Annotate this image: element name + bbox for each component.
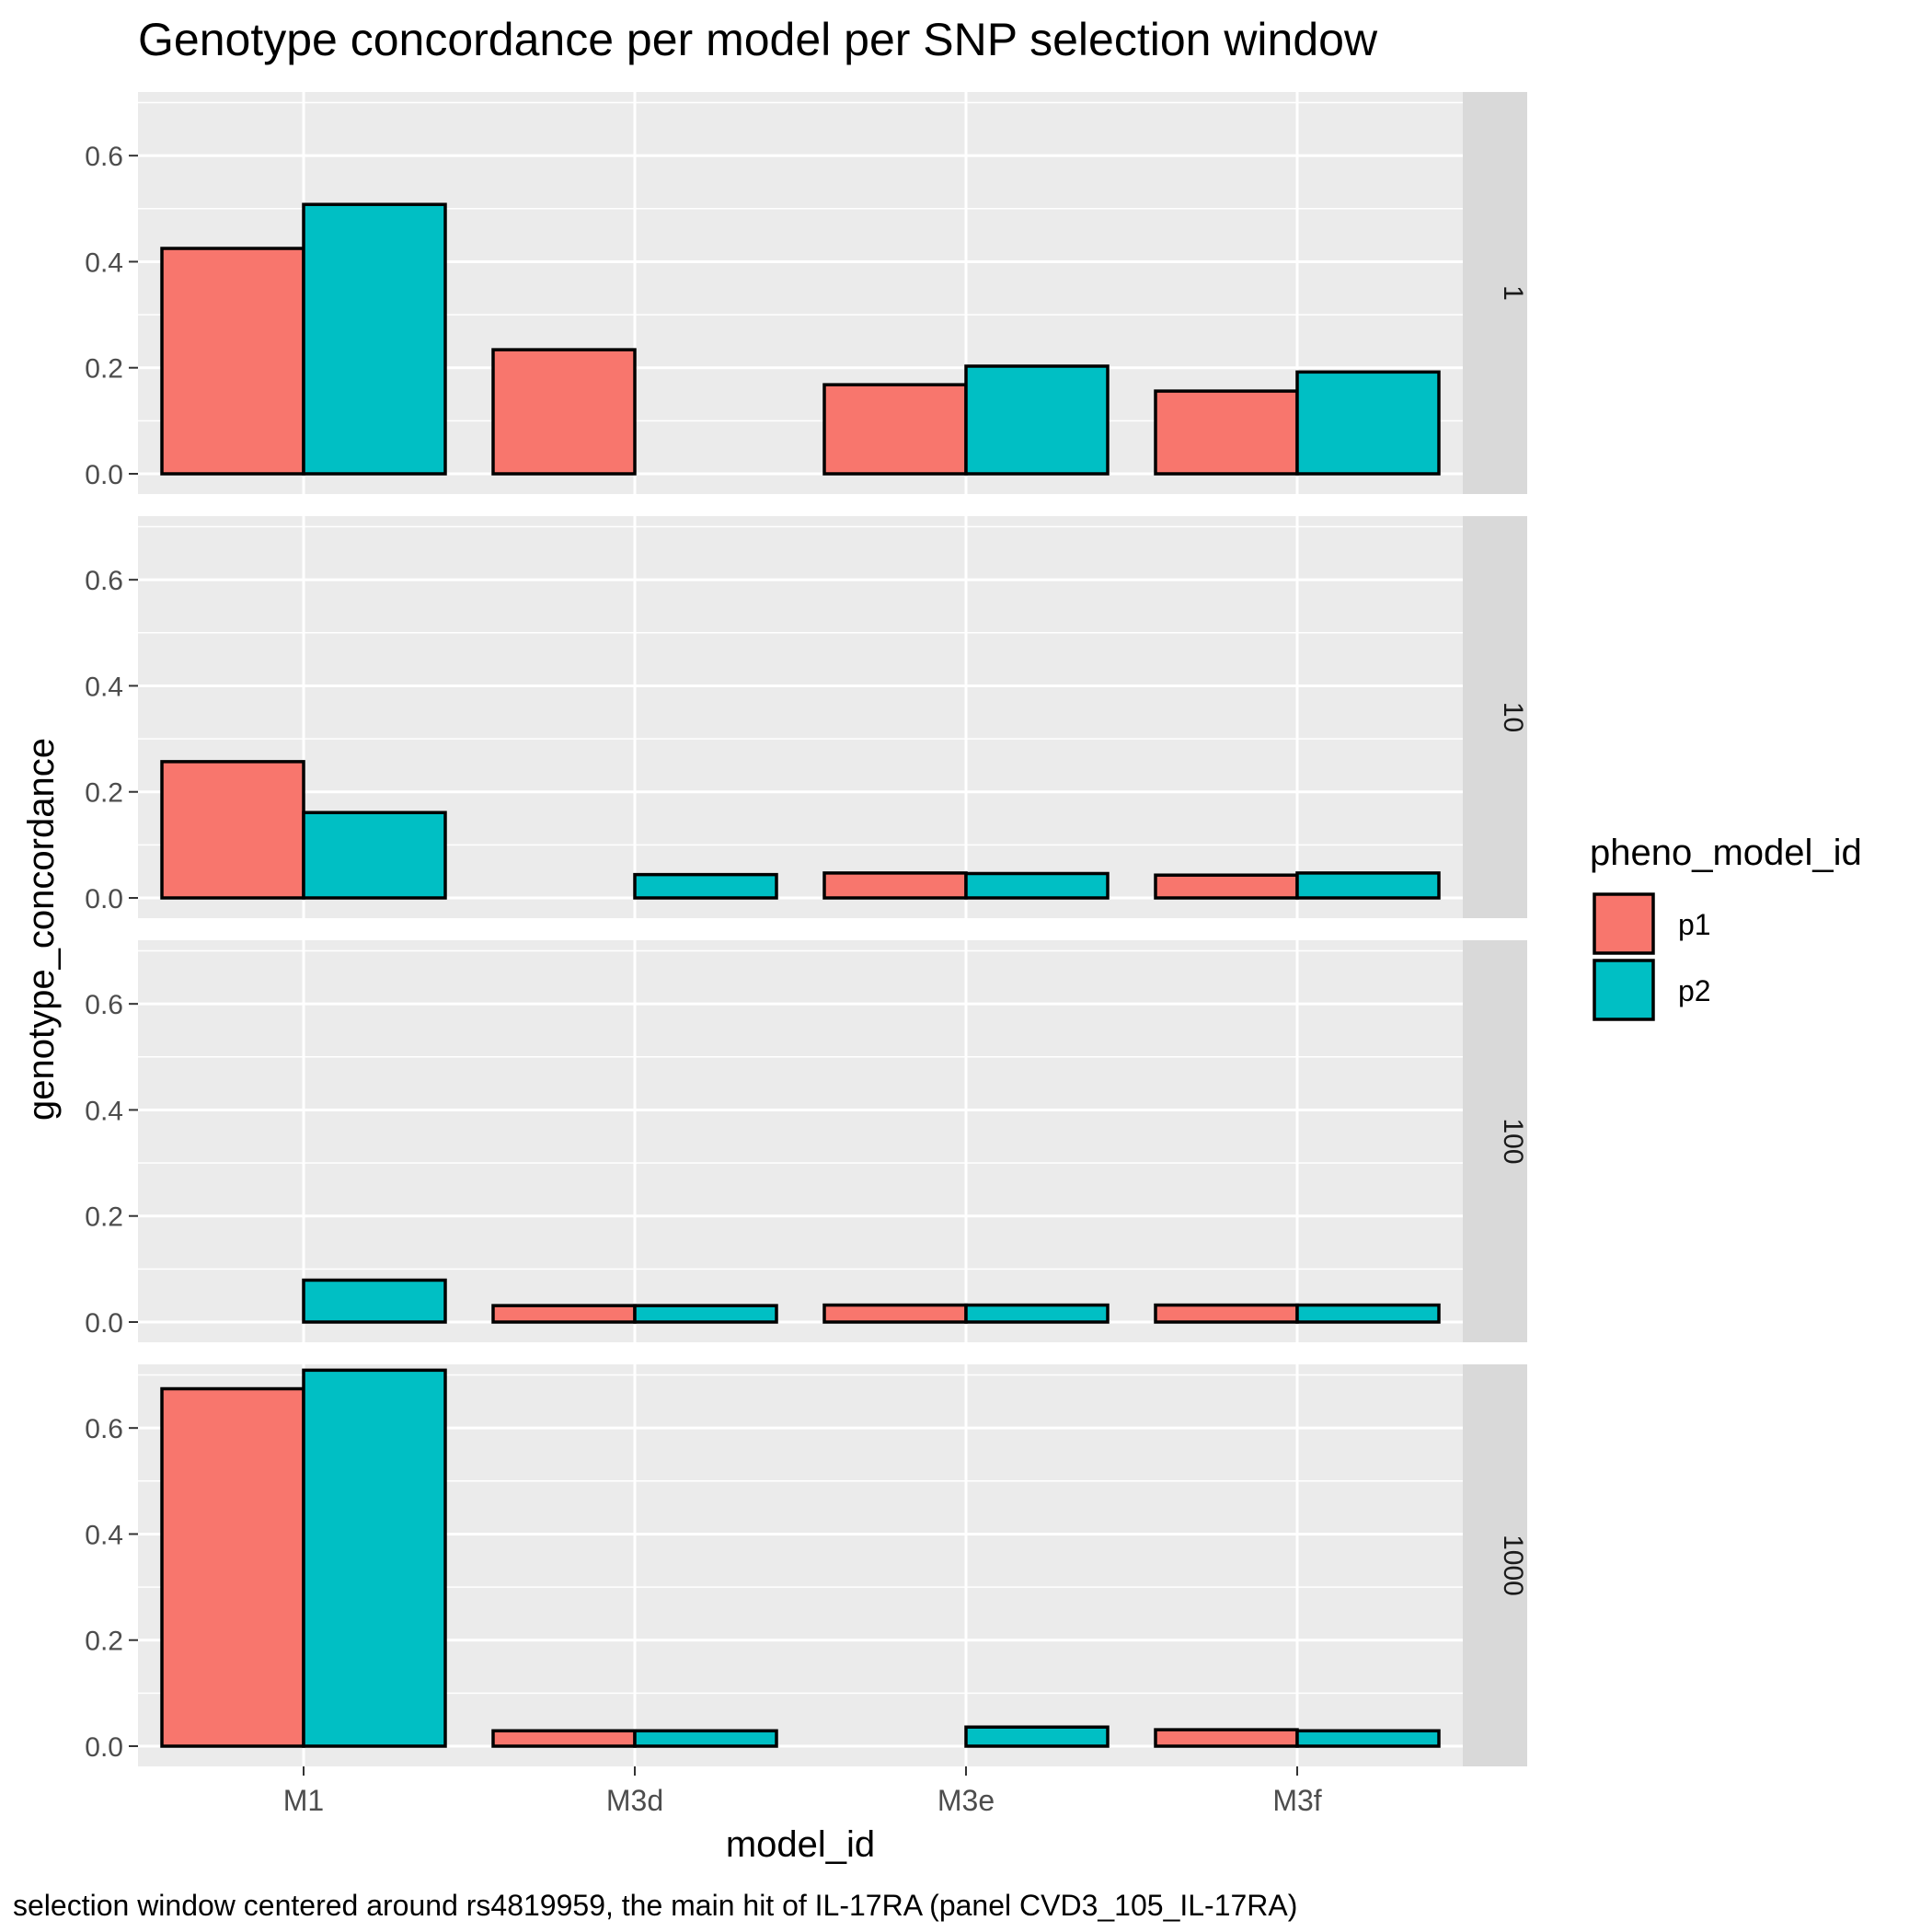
y-tick-label: 0.0 [85, 460, 123, 490]
bar-p1-M3f-window-10 [1154, 873, 1299, 900]
facet-strip-label: 100 [1498, 1118, 1528, 1164]
bar-p2-M3f-window-1 [1295, 370, 1441, 476]
bar-p1-M3d-window-1000 [491, 1729, 637, 1748]
y-tick-label: 0.0 [85, 1732, 123, 1763]
x-axis-label: model_id [726, 1824, 875, 1865]
y-tick-label: 0.6 [85, 566, 123, 596]
bar-p1-M3f-window-1 [1154, 389, 1299, 476]
y-tick-label: 0.6 [85, 990, 123, 1020]
bar-p2-M3e-window-1 [964, 364, 1110, 476]
bar-p1-M3e-window-100 [822, 1303, 968, 1324]
facet-strip [1463, 1364, 1527, 1766]
x-tick-label: M3f [1272, 1784, 1321, 1817]
x-tick-label: M3d [606, 1784, 663, 1817]
bar-p1-M1-window-10 [160, 760, 305, 900]
bar-p1-M3d-window-100 [491, 1304, 637, 1324]
bar-p2-M1-window-1 [302, 202, 447, 476]
bar-p1-M3e-window-10 [822, 871, 968, 900]
bar-p2-M3f-window-100 [1295, 1303, 1441, 1324]
y-tick-label: 0.6 [85, 1414, 123, 1444]
y-tick-label: 0.2 [85, 778, 123, 809]
bar-p2-M3e-window-1000 [964, 1725, 1110, 1748]
legend-title: pheno_model_id [1590, 833, 1862, 873]
bar-p1-M3e-window-1 [822, 383, 968, 476]
bar-p1-M1-window-1000 [160, 1386, 305, 1748]
facet-panel-100: 0.0 0.2 0.4 0.6 100 [85, 940, 1528, 1342]
bar-p2-M3d-window-100 [633, 1304, 778, 1324]
y-tick-label: 0.4 [85, 1520, 123, 1550]
y-tick-label: 0.0 [85, 1308, 123, 1339]
y-tick-label: 0.4 [85, 1096, 123, 1126]
bar-p2-M3e-window-10 [964, 871, 1110, 900]
bar-p2-M3d-window-10 [633, 872, 778, 900]
facet-strip-label: 1000 [1498, 1535, 1528, 1596]
y-tick-label: 0.2 [85, 1627, 123, 1657]
facet-strip [1463, 516, 1527, 918]
panel-background [138, 940, 1463, 1342]
y-tick-label: 0.6 [85, 142, 123, 172]
legend-key-p1 [1593, 892, 1655, 955]
bar-p2-M3f-window-1000 [1295, 1729, 1441, 1748]
legend-label-p2: p2 [1678, 974, 1711, 1007]
y-tick-label: 0.0 [85, 884, 123, 914]
facet-panel-1000: 0.0 0.2 0.4 0.6 1000 [85, 1364, 1528, 1766]
legend-key-p2 [1593, 959, 1655, 1021]
bar-p1-M3d-window-1 [491, 348, 637, 476]
bar-p2-M1-window-1000 [302, 1368, 447, 1748]
bar-p2-M3d-window-1000 [633, 1729, 778, 1748]
x-tick-label: M3e [937, 1784, 995, 1817]
y-tick-label: 0.2 [85, 354, 123, 385]
legend: pheno_model_id p1 p2 [1590, 833, 1862, 1021]
facet-strip [1463, 940, 1527, 1342]
facet-strip-label: 10 [1498, 702, 1528, 732]
y-tick-label: 0.4 [85, 672, 123, 702]
facet-strip [1463, 92, 1527, 494]
facet-strip-label: 1 [1498, 285, 1528, 301]
bar-p2-M1-window-10 [302, 811, 447, 900]
chart-title: Genotype concordance per model per SNP s… [138, 14, 1378, 65]
bar-p2-M3e-window-100 [964, 1303, 1110, 1324]
facet-panel-1: 0.0 0.2 0.4 0.6 1 [85, 92, 1528, 494]
bar-p1-M3f-window-100 [1154, 1303, 1299, 1324]
bar-p1-M1-window-1 [160, 247, 305, 476]
bar-p1-M3f-window-1000 [1154, 1728, 1299, 1748]
facet-panels: 0.0 0.2 0.4 0.6 1 0.0 0.2 0.4 0.6 10 0.0 0.2 0.4 0.6 1… [85, 92, 1528, 1766]
x-tick-label: M1 [283, 1784, 324, 1817]
y-axis-label: genotype_concordance [21, 738, 62, 1121]
x-axis: M1 M3d M3e M3f [283, 1766, 1322, 1817]
legend-label-p1: p1 [1678, 908, 1711, 941]
facet-panel-10: 0.0 0.2 0.4 0.6 10 [85, 516, 1528, 918]
bar-p2-M1-window-100 [302, 1278, 447, 1324]
y-tick-label: 0.4 [85, 247, 123, 278]
y-tick-label: 0.2 [85, 1202, 123, 1233]
bar-p2-M3f-window-10 [1295, 871, 1441, 900]
chart-caption: selection window centered around rs48199… [13, 1889, 1297, 1922]
